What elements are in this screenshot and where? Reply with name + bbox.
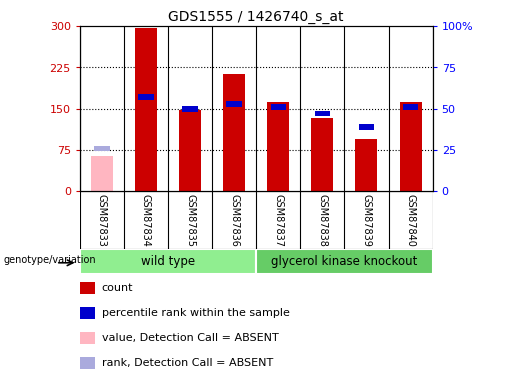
Bar <box>312 118 333 191</box>
Text: GSM87839: GSM87839 <box>362 194 371 247</box>
Text: percentile rank within the sample: percentile rank within the sample <box>102 308 289 318</box>
Text: value, Detection Call = ABSENT: value, Detection Call = ABSENT <box>102 333 279 343</box>
Bar <box>315 111 330 117</box>
Bar <box>182 106 198 111</box>
Bar <box>94 146 110 151</box>
Text: GSM87838: GSM87838 <box>317 194 328 247</box>
Bar <box>91 156 113 191</box>
Bar <box>227 101 242 106</box>
Bar <box>135 28 157 191</box>
Bar <box>138 94 153 100</box>
Bar <box>359 124 374 130</box>
Text: GSM87833: GSM87833 <box>97 194 107 247</box>
Bar <box>179 110 201 191</box>
Bar <box>403 104 418 110</box>
Text: GSM87837: GSM87837 <box>273 194 283 247</box>
Bar <box>223 74 245 191</box>
Text: GSM87840: GSM87840 <box>405 194 416 247</box>
Text: GSM87834: GSM87834 <box>141 194 151 247</box>
Bar <box>256 249 433 274</box>
Text: GSM87835: GSM87835 <box>185 194 195 247</box>
Bar <box>80 249 256 274</box>
Text: wild type: wild type <box>141 255 195 268</box>
Bar <box>80 332 95 344</box>
Text: GSM87836: GSM87836 <box>229 194 239 247</box>
Text: rank, Detection Call = ABSENT: rank, Detection Call = ABSENT <box>102 358 273 368</box>
Bar <box>355 139 377 191</box>
Bar <box>270 104 286 110</box>
Bar <box>80 282 95 294</box>
Text: glycerol kinase knockout: glycerol kinase knockout <box>271 255 418 268</box>
Bar <box>80 307 95 319</box>
Text: count: count <box>102 283 133 293</box>
Title: GDS1555 / 1426740_s_at: GDS1555 / 1426740_s_at <box>168 10 344 24</box>
Text: genotype/variation: genotype/variation <box>4 255 97 266</box>
Bar <box>267 102 289 191</box>
Bar <box>400 102 422 191</box>
Bar <box>80 357 95 369</box>
